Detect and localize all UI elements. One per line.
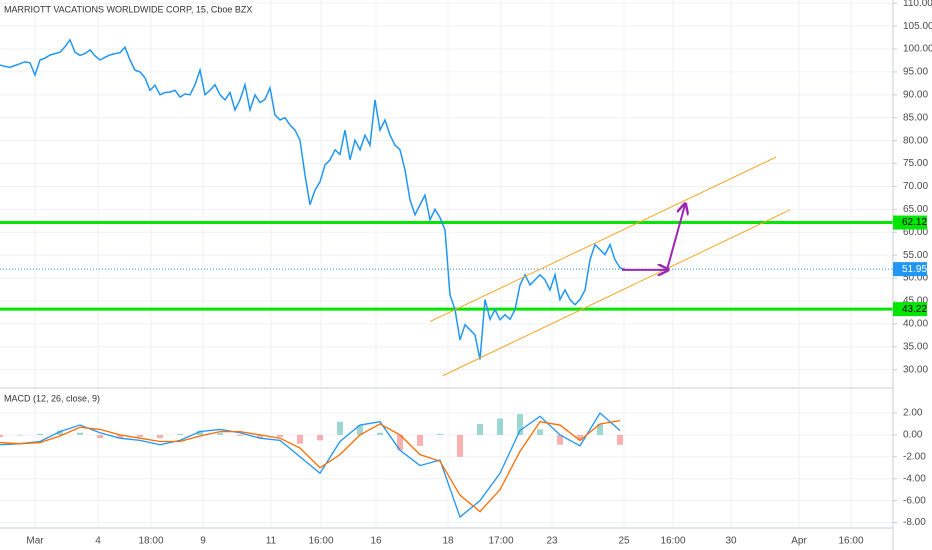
- histogram-bar: [457, 434, 463, 457]
- y-tick-label: 40.00: [903, 319, 928, 330]
- histogram-bar: [0, 434, 3, 438]
- x-tick-label: 16:00: [838, 536, 863, 547]
- histogram-bar: [417, 434, 423, 446]
- y-tick-label: -6.00: [903, 495, 926, 506]
- histogram-bar: [377, 432, 383, 435]
- y-tick-label: 75.00: [903, 158, 928, 169]
- y-tick-label: 35.00: [903, 341, 928, 352]
- histogram-bar: [177, 433, 183, 435]
- channel-line: [442, 209, 791, 377]
- y-tick-label: 60.00: [903, 227, 928, 238]
- y-tick-label: -2.00: [903, 451, 926, 462]
- y-tick-label: 80.00: [903, 135, 928, 146]
- histogram-bar: [297, 434, 303, 444]
- histogram-bar: [497, 418, 503, 435]
- y-tick-label: 110.00: [903, 0, 932, 9]
- x-tick-label: 16:00: [308, 536, 333, 547]
- x-tick-label: 23: [546, 536, 558, 547]
- last-price-label: 51.95: [902, 264, 927, 275]
- level-tag: [893, 302, 927, 317]
- histogram-bar: [357, 425, 363, 435]
- histogram-bar: [537, 429, 543, 435]
- histogram-bar: [517, 414, 523, 435]
- histogram-bar: [217, 432, 223, 435]
- level-label: 43.22: [902, 304, 927, 315]
- histogram-bar: [317, 434, 323, 441]
- histogram-bar: [257, 434, 263, 439]
- y-tick-label: 2.00: [903, 408, 923, 419]
- x-tick-label: 18: [442, 536, 454, 547]
- y-tick-label: 50.00: [903, 273, 928, 284]
- y-tick-label: 90.00: [903, 89, 928, 100]
- y-tick-label: 65.00: [903, 204, 928, 215]
- y-tick-label: 100.00: [903, 44, 932, 55]
- y-tick-label: 70.00: [903, 181, 928, 192]
- x-tick-label: 9: [200, 536, 206, 547]
- x-tick-label: Apr: [791, 536, 807, 547]
- y-tick-label: 95.00: [903, 67, 928, 78]
- chart-title: MARRIOTT VACATIONS WORLDWIDE CORP, 15, C…: [4, 4, 252, 14]
- y-tick-label: 55.00: [903, 250, 928, 261]
- y-tick-label: 85.00: [903, 112, 928, 123]
- y-tick-label: 30.00: [903, 364, 928, 375]
- histogram-bar: [17, 434, 23, 436]
- macd-title: MACD (12, 26, close, 9): [4, 393, 100, 403]
- x-tick-label: 4: [95, 536, 101, 547]
- x-tick-label: Mar: [26, 536, 44, 547]
- x-tick-label: 17:00: [488, 536, 513, 547]
- histogram-bar: [117, 434, 123, 439]
- channel-line: [429, 156, 777, 323]
- histogram-bar: [137, 434, 143, 438]
- x-tick-label: 18:00: [138, 536, 163, 547]
- histogram-bar: [597, 423, 603, 435]
- macd-line: [0, 412, 621, 519]
- histogram-bar: [197, 430, 203, 435]
- x-tick-label: 16: [370, 536, 382, 547]
- x-tick-label: 16:00: [660, 536, 685, 547]
- histogram-bar: [577, 434, 583, 441]
- histogram-bar: [77, 432, 83, 435]
- x-tick-label: 25: [618, 536, 630, 547]
- y-tick-label: 0.00: [903, 430, 923, 441]
- price-line: [0, 38, 626, 360]
- arrow: [666, 205, 685, 271]
- y-tick-label: -4.00: [903, 473, 926, 484]
- histogram-bar: [477, 423, 483, 435]
- histogram-bar: [557, 434, 563, 445]
- histogram-bar: [237, 434, 243, 436]
- histogram-bar: [157, 434, 163, 439]
- x-tick-label: 30: [725, 536, 737, 547]
- y-tick-label: 45.00: [903, 296, 928, 307]
- histogram-bar: [337, 421, 343, 435]
- histogram-bar: [277, 434, 283, 438]
- y-tick-label: -8.00: [903, 517, 926, 528]
- macd-line: [0, 420, 621, 513]
- histogram-bar: [437, 433, 443, 435]
- histogram-bar: [617, 434, 623, 445]
- histogram-bar: [57, 430, 63, 435]
- histogram-bar: [97, 434, 103, 439]
- last-price-tag: [893, 262, 927, 277]
- histogram-bar: [37, 433, 43, 435]
- y-tick-label: 105.00: [903, 21, 932, 32]
- histogram-bar: [397, 434, 403, 451]
- level-label: 62.12: [902, 217, 927, 228]
- x-tick-label: 11: [266, 536, 277, 547]
- level-tag: [893, 215, 927, 230]
